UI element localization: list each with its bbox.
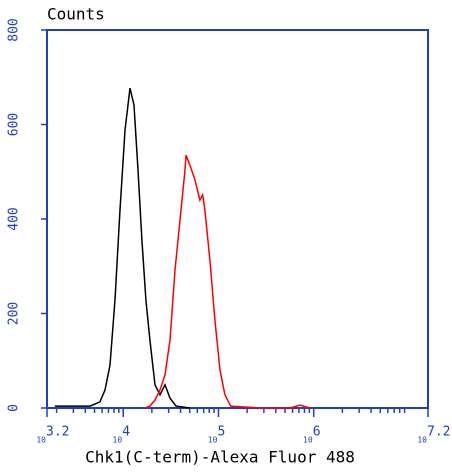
histogram-line [54, 87, 191, 409]
y-tick-label: 200 [7, 302, 22, 325]
x-tick-base: 10 [208, 436, 218, 445]
x-tick-base: 10 [303, 436, 313, 445]
x-tick-exponent: 4 [122, 425, 130, 440]
x-axis-label: Chk1(C-term)-Alexa Fluor 488 [85, 448, 355, 467]
y-tick-label: 800 [7, 18, 22, 41]
y-tick-label: 600 [7, 113, 22, 136]
x-tick-base: 10 [113, 436, 123, 445]
x-tick-exponent: 7.2 [427, 425, 450, 440]
histogram-line [144, 154, 311, 409]
x-tick-exponent: 6 [313, 425, 321, 440]
x-tick-exponent: 5 [217, 425, 225, 440]
x-tick-base: 10 [417, 436, 427, 445]
y-axis-label: Counts [47, 5, 105, 24]
y-tick-label: 400 [7, 207, 22, 230]
y-tick-label: 0 [7, 404, 22, 412]
plot-frame [46, 29, 429, 409]
x-tick-base: 10 [36, 436, 46, 445]
x-tick-exponent: 3.2 [46, 425, 69, 440]
